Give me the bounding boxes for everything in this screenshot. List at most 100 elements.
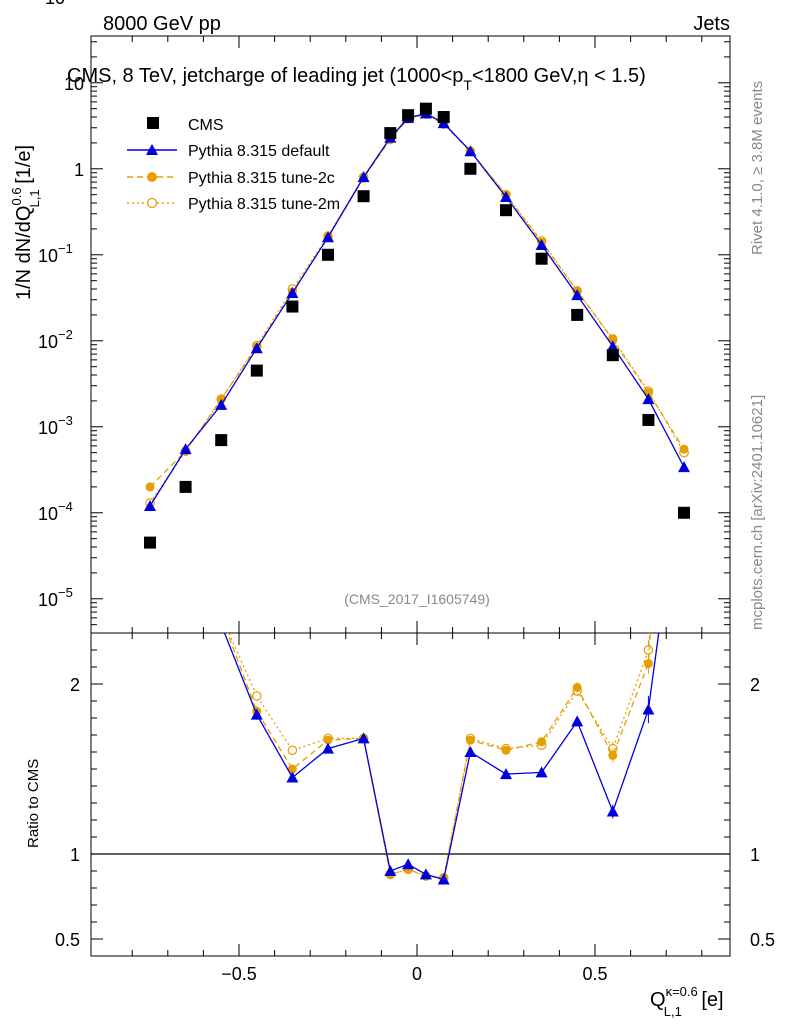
ratio-tick-label-right: 2	[750, 675, 760, 695]
legend-label-default: Pythia 8.315 default	[188, 143, 330, 160]
marker-def	[402, 858, 415, 870]
analysis-watermark: (CMS_2017_I1605749)	[344, 591, 490, 607]
marker-def	[322, 231, 334, 243]
x-tick-label: 0	[412, 964, 422, 984]
data-point-cms	[286, 300, 299, 313]
marker-t2m	[680, 170, 688, 178]
legend-label-tune-2c: Pythia 8.315 tune-2c	[188, 170, 335, 187]
axes-layer: −0.5 0 0.5 102 10 1 10−1 10−2 10−3 10−4 10−5 2 2 1 1 0.…	[38, 0, 775, 984]
legend-label-tune-2m: Pythia 8.315 tune-2m	[188, 196, 340, 213]
marker-t2c	[679, 444, 689, 454]
data-point-cms	[250, 364, 263, 377]
data-point-cms	[357, 190, 370, 203]
marker-t2c	[643, 659, 653, 669]
marker-def	[250, 342, 263, 354]
ratio-line-t2c	[226, 633, 651, 879]
ratio-tick-label-right: 1	[750, 845, 760, 865]
marker-def	[678, 461, 690, 473]
plot-title: CMS, 8 TeV, jetcharge of leading jet (10…	[67, 65, 646, 93]
marker-t2c	[537, 737, 547, 747]
marker-def	[286, 771, 299, 783]
y-tick-label: 10	[64, 74, 84, 94]
y-tick-label: 1	[74, 160, 84, 180]
data-point-cms	[144, 536, 156, 549]
data-point-cms	[322, 248, 334, 261]
data-point-cms	[606, 349, 619, 362]
marker-def	[571, 715, 584, 727]
series-line-def	[149, 112, 685, 507]
marker-def	[642, 703, 655, 715]
ratio-line-def	[223, 633, 660, 881]
data-point-cms	[179, 480, 192, 493]
data-point-cms	[419, 102, 432, 115]
marker-def	[419, 868, 432, 880]
marker-def	[464, 746, 477, 757]
marker-def	[144, 499, 156, 511]
marker-def	[437, 873, 450, 885]
marker-t2m	[287, 745, 298, 756]
y-tick-label: 102	[45, 0, 72, 8]
marker-t2c	[608, 750, 618, 760]
ratio-line-t2m	[228, 633, 651, 879]
marker-def	[606, 340, 619, 352]
marker-t2m	[146, 510, 154, 518]
legend-marker-cms	[147, 117, 159, 129]
y-axis-label: 1/N dN/dQ0.6 L,1 [1/e]	[9, 145, 42, 300]
marker-t2c	[465, 735, 475, 745]
legend-label-cms: CMS	[188, 117, 224, 134]
marker-def	[215, 398, 228, 410]
ratio-tick-label: 0.5	[55, 930, 80, 950]
series-line-t2c	[149, 113, 685, 488]
ratio-tick-label-right: 0.5	[750, 930, 775, 950]
marker-def	[384, 865, 397, 876]
marker-def	[535, 766, 548, 778]
marker-t2c	[680, 85, 689, 94]
y-tick-label: 10−5	[38, 585, 73, 610]
marker-t2c	[287, 764, 297, 774]
rivet-version-text: Rivet 4.1.0, ≥ 3.8M events	[749, 81, 766, 255]
marker-def	[535, 238, 548, 250]
marker-t2c	[323, 735, 333, 745]
legend-marker-tune-2m	[146, 197, 158, 209]
data-point-cms	[384, 127, 397, 140]
marker-def	[642, 393, 655, 405]
ratio-panel-frame	[90, 632, 731, 957]
marker-t2c	[608, 335, 618, 345]
marker-def	[357, 171, 370, 183]
ratio-axis-label: Ratio to CMS	[25, 759, 42, 848]
data-point-cms	[215, 434, 228, 447]
legend: CMS Pythia 8.315 default Pythia 8.315 tu…	[127, 117, 340, 213]
ratio-tick-label: 1	[70, 845, 80, 865]
marker-t2m	[643, 645, 654, 655]
y-tick-label: 10−3	[38, 413, 73, 438]
y-tick-label: 10−1	[38, 241, 73, 266]
marker-t2m	[251, 691, 262, 701]
data-point-cms	[642, 413, 655, 426]
legend-marker-default	[146, 144, 158, 155]
marker-def	[180, 576, 192, 587]
x-tick-label: 0.5	[582, 964, 607, 984]
marker-def	[357, 732, 370, 744]
x-tick-label: −0.5	[221, 964, 257, 984]
data-point-cms	[678, 506, 690, 519]
main-panel-frame	[90, 35, 731, 634]
ratio-tick-label: 2	[70, 675, 80, 695]
marker-t2c	[146, 272, 155, 281]
marker-t2c	[501, 745, 511, 755]
data-point-cms	[571, 308, 584, 321]
header-process: Jets	[693, 13, 730, 35]
marker-def	[464, 145, 477, 157]
marker-def	[571, 289, 584, 301]
marker-t2c	[572, 682, 582, 692]
marker-t2m	[217, 612, 225, 620]
marker-t2c	[145, 482, 155, 492]
marker-t2c	[181, 578, 190, 587]
mcplots-reference-text: mcplots.cern.ch [arXiv:2401.10621]	[749, 395, 766, 630]
y-tick-label: 10−4	[38, 499, 73, 524]
x-axis-label: Qκ=0.6 L,1 [e]	[650, 984, 724, 1019]
marker-def	[606, 805, 619, 817]
header-energy: 8000 GeV pp	[103, 13, 221, 35]
legend-marker-tune-2c	[147, 172, 157, 182]
y-tick-label: 10−2	[38, 327, 73, 352]
